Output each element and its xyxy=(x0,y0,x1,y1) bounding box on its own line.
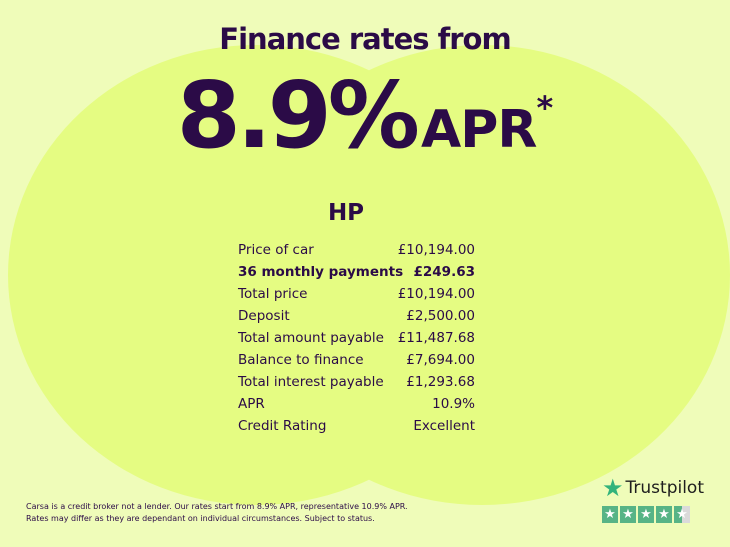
row-value: £2,500.00 xyxy=(406,308,475,324)
rate-suffix: APR xyxy=(421,100,537,160)
rating-star-icon: ★ xyxy=(602,506,618,523)
row-label: Credit Rating xyxy=(238,418,327,434)
finance-table: Price of car £10,194.00 36 monthly payment… xyxy=(238,240,475,438)
row-label: Total price xyxy=(238,286,308,302)
table-row: Total amount payable £11,487.68 xyxy=(238,328,475,350)
rating-star-icon: ★ xyxy=(620,506,636,523)
row-label: Balance to finance xyxy=(238,352,364,368)
rate-display: 8.9% APR* xyxy=(0,62,730,169)
row-label: 36 monthly payments xyxy=(238,264,404,280)
row-label: APR xyxy=(238,396,265,412)
trustpilot-label: Trustpilot xyxy=(625,478,704,498)
table-row: Price of car £10,194.00 xyxy=(238,240,475,262)
trustpilot-rating: ★ ★ ★ ★ ★ xyxy=(602,506,704,523)
row-value: £249.63 xyxy=(413,264,476,280)
table-row: Credit Rating Excellent xyxy=(238,416,475,438)
disclaimer: Carsa is a credit broker not a lender. O… xyxy=(26,501,408,525)
table-row: APR 10.9% xyxy=(238,394,475,416)
row-label: Total interest payable xyxy=(238,374,384,390)
disclaimer-line-2: Rates may differ as they are dependant o… xyxy=(26,514,375,523)
row-label: Price of car xyxy=(238,242,314,258)
table-row: 36 monthly payments £249.63 xyxy=(238,262,475,284)
row-value: £7,694.00 xyxy=(406,352,475,368)
disclaimer-line-1: Carsa is a credit broker not a lender. O… xyxy=(26,502,408,511)
rating-star-icon: ★ xyxy=(638,506,654,523)
rating-star-icon: ★ xyxy=(656,506,672,523)
background-circle-right xyxy=(234,45,730,505)
rate-asterisk: * xyxy=(536,89,554,127)
trustpilot-logo: ★ Trustpilot xyxy=(602,474,704,502)
rate-value: 8.9% xyxy=(176,62,420,169)
row-value: £10,194.00 xyxy=(397,286,475,302)
headline: Finance rates from xyxy=(219,22,511,56)
row-value: £11,487.68 xyxy=(397,330,475,346)
row-value: 10.9% xyxy=(432,396,475,412)
row-label: Total amount payable xyxy=(238,330,384,346)
product-title: HP xyxy=(327,200,365,226)
row-value: Excellent xyxy=(413,418,475,434)
trustpilot-badge: ★ Trustpilot ★ ★ ★ ★ ★ xyxy=(602,474,704,523)
star-icon: ★ xyxy=(602,474,624,502)
row-value: £1,293.68 xyxy=(406,374,475,390)
table-row: Deposit £2,500.00 xyxy=(238,306,475,328)
row-label: Deposit xyxy=(238,308,290,324)
table-row: Balance to finance £7,694.00 xyxy=(238,350,475,372)
table-row: Total price £10,194.00 xyxy=(238,284,475,306)
row-value: £10,194.00 xyxy=(397,242,475,258)
rating-star-icon: ★ xyxy=(674,506,690,523)
table-row: Total interest payable £1,293.68 xyxy=(238,372,475,394)
